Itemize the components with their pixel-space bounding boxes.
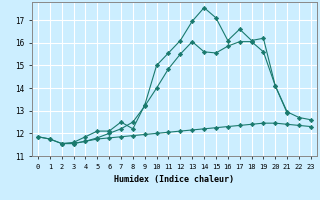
X-axis label: Humidex (Indice chaleur): Humidex (Indice chaleur) [115,175,234,184]
